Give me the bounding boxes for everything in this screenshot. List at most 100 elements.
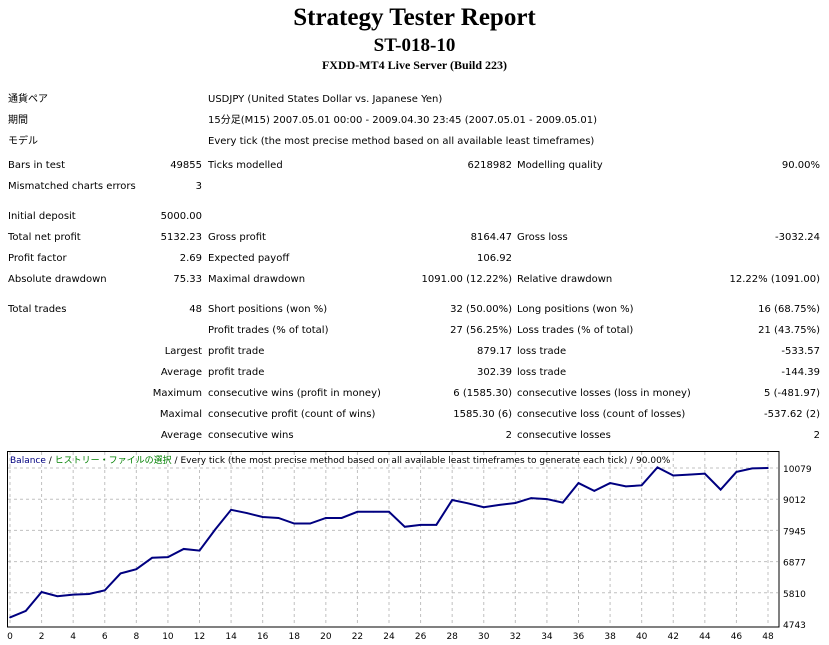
balance-point <box>704 472 706 475</box>
plot-frame <box>7 451 780 628</box>
balance-point <box>577 482 580 484</box>
report-title: Strategy Tester Report <box>293 4 536 31</box>
row-label: Initial deposit <box>8 211 76 222</box>
row-value: -537.62 (2) <box>764 409 820 420</box>
x-tick-label: 42 <box>668 632 679 642</box>
row-value: 2.69 <box>179 253 202 264</box>
x-tick-label: 18 <box>289 632 301 642</box>
balance-point <box>214 528 217 531</box>
balance-point <box>167 556 169 558</box>
row-label: Modelling quality <box>517 160 603 171</box>
row-value: 16 (68.75%) <box>758 304 820 315</box>
row-value: 21 (43.75%) <box>758 325 820 336</box>
balance-point <box>88 593 90 595</box>
x-tick-label: 44 <box>699 632 711 642</box>
balance-point <box>103 589 106 592</box>
balance-point <box>435 524 438 526</box>
y-tick-label: 7945 <box>783 527 806 537</box>
row-value: 12.22% (1091.00) <box>729 274 820 285</box>
balance-point <box>419 524 422 526</box>
row-value: -3032.24 <box>775 232 820 243</box>
info-value: Every tick (the most precise method base… <box>208 136 595 147</box>
y-tick-label: 4743 <box>783 621 806 631</box>
x-tick-label: 38 <box>604 632 616 642</box>
legend-file: ヒストリー・ファイルの選択 <box>55 454 172 466</box>
x-tick-label: 30 <box>478 632 490 642</box>
x-tick-label: 16 <box>257 632 269 642</box>
y-tick-label: 5810 <box>783 590 806 600</box>
balance-point <box>561 501 564 504</box>
x-tick-label: 2 <box>39 632 45 642</box>
balance-point <box>24 610 27 612</box>
balance-point <box>593 490 596 492</box>
legend-series: Balance <box>10 456 46 466</box>
row-label: consecutive loss (count of losses) <box>517 409 686 420</box>
x-tick-label: 0 <box>7 632 13 642</box>
row-value: 75.33 <box>173 274 202 285</box>
y-tick-label: 10079 <box>783 465 812 475</box>
balance-point <box>625 485 627 488</box>
balance-point <box>72 593 74 596</box>
balance-point <box>735 471 738 473</box>
balance-point <box>356 510 359 513</box>
balance-point <box>467 502 469 505</box>
balance-point <box>119 572 122 575</box>
row-value: 90.00% <box>781 160 820 171</box>
legend-rest: / Every tick (the most precise method ba… <box>172 456 671 466</box>
row-label: Profit factor <box>8 253 67 264</box>
row-label: Profit trades (% of total) <box>208 325 329 336</box>
row-value: 48 <box>189 304 202 315</box>
row-label: Bars in test <box>8 160 65 171</box>
row-label: Gross profit <box>208 232 266 243</box>
row-value: Maximum <box>152 388 202 399</box>
row-label: profit trade <box>208 367 265 378</box>
row-label: Total trades <box>8 304 67 315</box>
row-value: 5000.00 <box>160 211 202 222</box>
balance-point <box>688 473 690 476</box>
balance-point <box>246 512 248 514</box>
balance-point <box>719 488 722 491</box>
balance-point <box>514 502 517 504</box>
x-tick-label: 48 <box>762 632 774 642</box>
row-label: Short positions (won %) <box>208 304 328 315</box>
x-tick-label: 34 <box>541 632 553 642</box>
x-tick-label: 26 <box>415 632 427 642</box>
x-tick-label: 6 <box>102 632 108 642</box>
balance-point <box>530 497 532 499</box>
x-tick-label: 40 <box>636 632 648 642</box>
x-tick-label: 28 <box>446 632 458 642</box>
row-label: Loss trades (% of total) <box>517 325 634 336</box>
row-value: 2 <box>505 430 512 441</box>
chart-legend: Balance / ヒストリー・ファイルの選択 / Every tick (th… <box>10 454 671 466</box>
info-value: USDJPY (United States Dollar vs. Japanes… <box>208 94 443 105</box>
balance-point <box>546 498 548 500</box>
balance-point <box>198 549 201 552</box>
row-label: Gross loss <box>517 232 568 243</box>
row-value: Average <box>160 430 202 441</box>
server-name: FXDD-MT4 Live Server (Build 223) <box>321 58 508 72</box>
balance-point <box>325 517 327 519</box>
x-tick-label: 10 <box>162 632 174 642</box>
balance-point <box>40 591 43 593</box>
row-label: consecutive losses <box>517 430 611 441</box>
row-value: 5132.23 <box>160 232 202 243</box>
balance-point <box>451 499 453 501</box>
balance-point <box>640 484 643 487</box>
row-label: consecutive losses (loss in money) <box>517 388 691 399</box>
row-value: Average <box>160 367 202 378</box>
row-value: -533.57 <box>781 346 820 357</box>
x-tick-label: 12 <box>194 632 205 642</box>
legend-sep1: / <box>46 456 55 466</box>
row-value: 32 (50.00%) <box>450 304 512 315</box>
row-value: 106.92 <box>477 253 512 264</box>
balance-point <box>277 517 280 519</box>
balance-point <box>56 595 59 598</box>
balance-point <box>498 504 501 506</box>
info-label: 期間 <box>8 115 28 126</box>
balance-point <box>388 510 390 513</box>
x-tick-label: 46 <box>731 632 743 642</box>
x-tick-label: 8 <box>133 632 139 642</box>
row-label: consecutive wins <box>208 430 294 441</box>
y-tick-label: 6877 <box>783 559 806 569</box>
